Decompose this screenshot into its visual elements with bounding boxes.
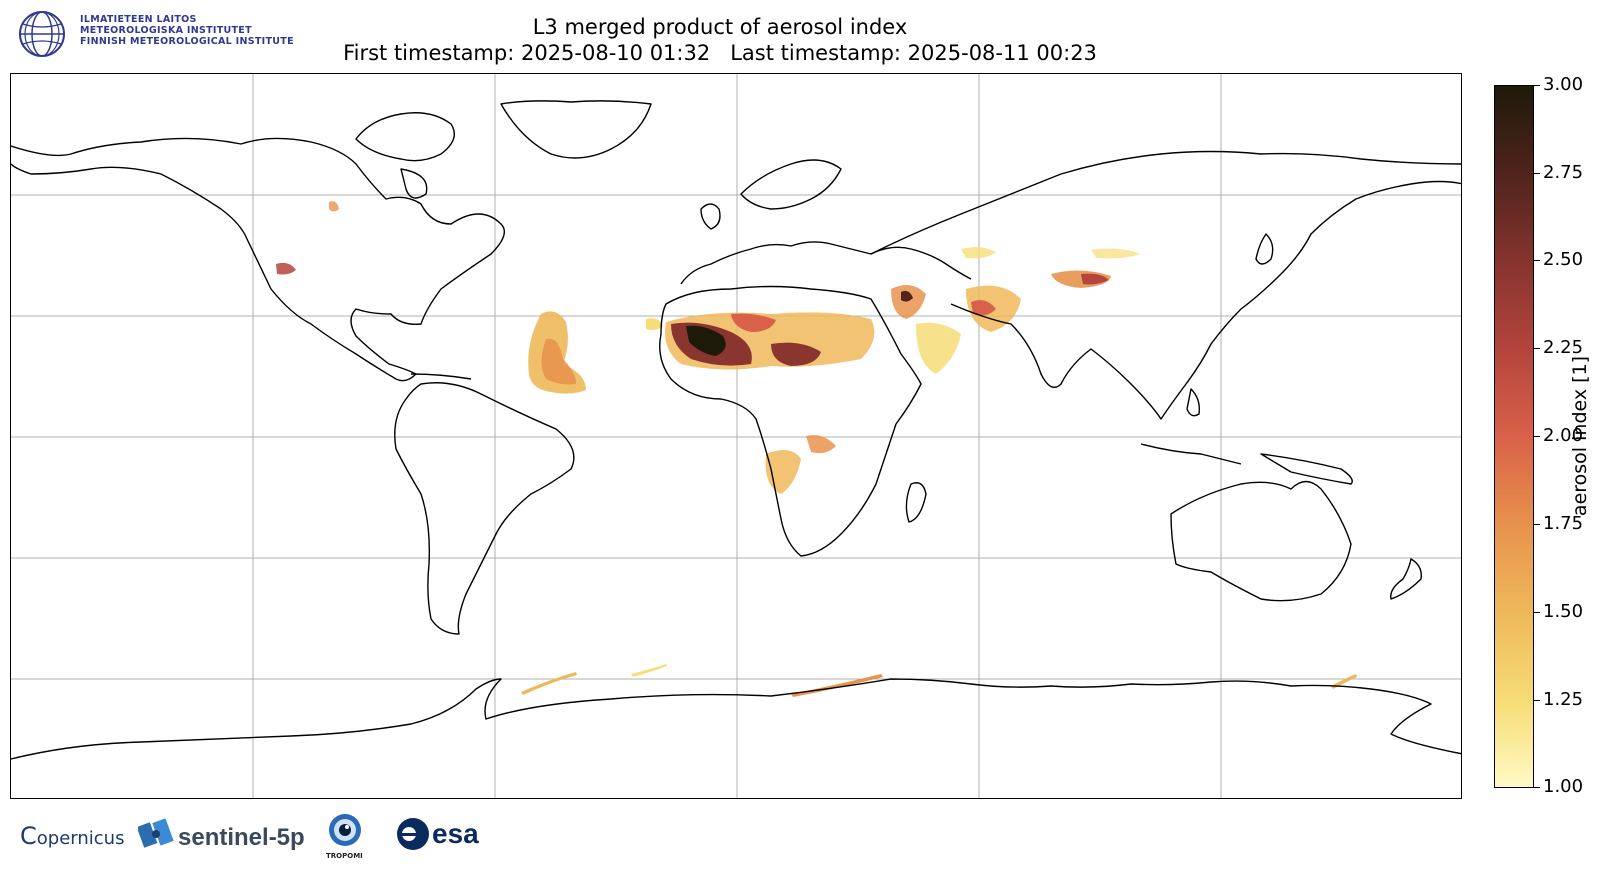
colorbar-label: aerosol index [1] bbox=[1569, 355, 1591, 517]
world-map bbox=[10, 73, 1462, 799]
colorbar-tick bbox=[1534, 436, 1540, 437]
fmi-name-en: FINNISH METEOROLOGICAL INSTITUTE bbox=[80, 36, 294, 47]
title-line-product: L3 merged product of aerosol index bbox=[532, 15, 908, 39]
fmi-name-fi: ILMATIETEEN LAITOS bbox=[80, 14, 197, 25]
colorbar-tick bbox=[1534, 85, 1540, 86]
colorbar-tick-label: 2.50 bbox=[1543, 249, 1584, 270]
map-canvas bbox=[11, 74, 1461, 798]
copernicus-c-icon: C bbox=[20, 822, 37, 850]
coastlines bbox=[11, 100, 1461, 760]
colorbar bbox=[1494, 85, 1534, 788]
tropomi-logo-text: TROPOMI bbox=[326, 852, 363, 860]
colorbar-tick-label: 1.75 bbox=[1543, 513, 1584, 534]
fmi-name: ILMATIETEEN LAITOS METEOROLOGISKA INSTIT… bbox=[80, 14, 294, 47]
tropomi-eye-icon bbox=[329, 814, 361, 846]
copernicus-logo-text: opernicus bbox=[36, 828, 125, 849]
colorbar-tick bbox=[1534, 173, 1540, 174]
map-gridlines bbox=[11, 74, 1461, 798]
map-title: L3 merged product of aerosol index First… bbox=[330, 14, 1110, 66]
colorbar-tick-label: 3.00 bbox=[1543, 74, 1584, 95]
colorbar-tick-label: 1.00 bbox=[1543, 776, 1584, 797]
fmi-globe-icon bbox=[19, 11, 65, 57]
colorbar-tick bbox=[1534, 700, 1540, 701]
colorbar-tick bbox=[1534, 787, 1540, 788]
title-line-timestamps: First timestamp: 2025-08-10 01:32 Last t… bbox=[343, 41, 1097, 65]
colorbar-tick bbox=[1534, 524, 1540, 525]
footer-logos: Copernicus sentinel-5p TROPOMI esa bbox=[20, 812, 500, 862]
colorbar-tick-label: 2.75 bbox=[1543, 162, 1584, 183]
aerosol-field bbox=[276, 201, 1357, 697]
esa-logo-text: esa bbox=[432, 818, 479, 849]
sentinel-satellite-icon bbox=[138, 818, 174, 848]
fmi-logo: ILMATIETEEN LAITOS METEOROLOGISKA INSTIT… bbox=[18, 10, 318, 64]
copernicus-logo: Copernicus bbox=[20, 822, 124, 850]
colorbar-tick bbox=[1534, 348, 1540, 349]
colorbar-tick-label: 1.50 bbox=[1543, 601, 1584, 622]
colorbar-tick bbox=[1534, 612, 1540, 613]
colorbar-tick-label: 1.25 bbox=[1543, 689, 1584, 710]
fmi-name-sv: METEOROLOGISKA INSTITUTET bbox=[80, 25, 252, 36]
colorbar-tick bbox=[1534, 260, 1540, 261]
sentinel-logo-text: sentinel-5p bbox=[178, 824, 305, 851]
colorbar-tick-label: 2.00 bbox=[1543, 425, 1584, 446]
esa-logo-icon bbox=[397, 818, 429, 850]
colorbar-tick-label: 2.25 bbox=[1543, 337, 1584, 358]
